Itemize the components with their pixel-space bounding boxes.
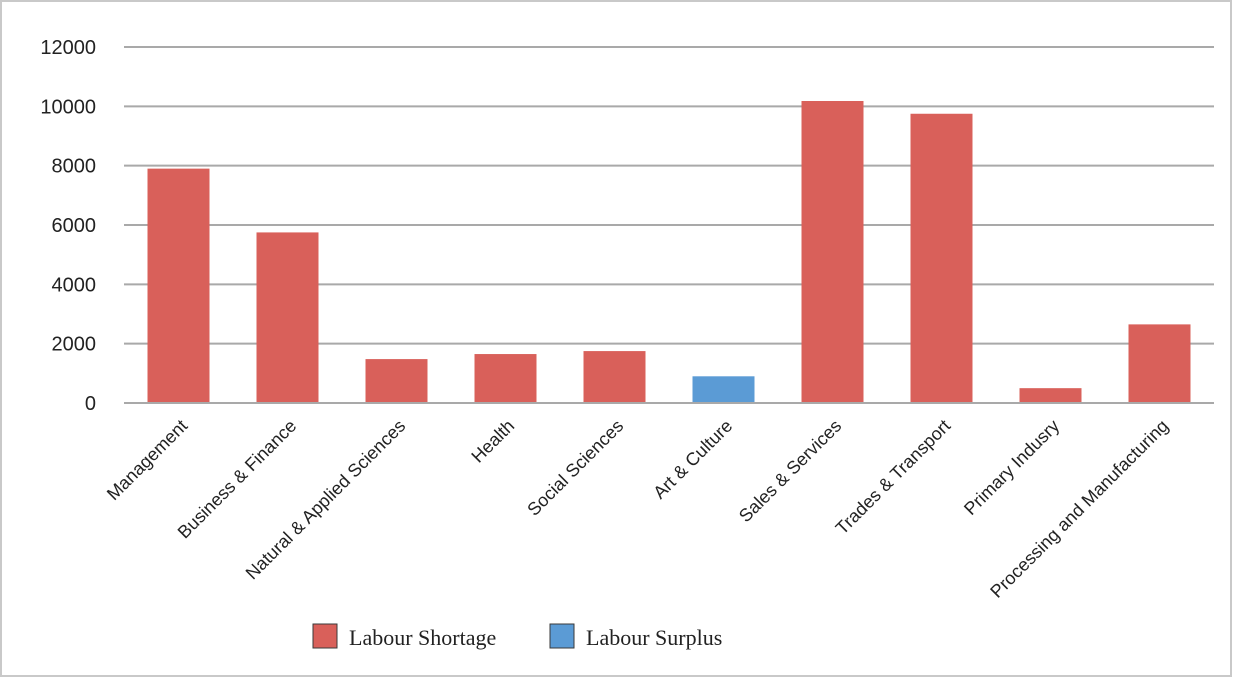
legend: Labour Shortage Labour Surplus bbox=[312, 623, 722, 650]
bar-natural-and-applied-sciences bbox=[365, 359, 428, 403]
bar-sales-and-services bbox=[801, 100, 864, 403]
x-tick-label-management: Management bbox=[103, 416, 191, 504]
legend-swatch-labour-shortage bbox=[312, 623, 338, 649]
x-tick-label-trades-and-transport: Trades & Transport bbox=[832, 416, 955, 539]
y-tick-label: 10000 bbox=[40, 96, 96, 118]
x-tick-label-processing-and-manufacturing: Processing and Manufacturing bbox=[986, 416, 1172, 602]
x-tick-label-art-and-culture: Art & Culture bbox=[649, 416, 736, 503]
legend-swatch-labour-surplus bbox=[549, 623, 575, 649]
bar-business-and-finance bbox=[256, 232, 319, 403]
x-tick-label-business-and-finance: Business & Finance bbox=[174, 416, 301, 543]
bar-primary-indusry bbox=[1019, 388, 1082, 403]
legend-label-labour-surplus: Labour Surplus bbox=[586, 625, 722, 650]
y-axis-ticks: 0 2000 4000 6000 8000 10000 12000 bbox=[40, 37, 96, 415]
x-tick-label-health: Health bbox=[467, 416, 518, 467]
x-tick-label-social-sciences: Social Sciences bbox=[523, 416, 627, 520]
bar-art-and-culture bbox=[692, 376, 755, 403]
bar-processing-and-manufacturing bbox=[1128, 324, 1191, 403]
x-tick-label-primary-indusry: Primary Indusry bbox=[960, 416, 1063, 519]
y-tick-label: 6000 bbox=[52, 215, 97, 237]
bar-social-sciences bbox=[583, 351, 646, 403]
y-tick-label: 8000 bbox=[52, 156, 97, 178]
x-tick-label-sales-and-services: Sales & Services bbox=[735, 416, 845, 526]
bar-management bbox=[147, 168, 210, 403]
y-tick-label: 2000 bbox=[52, 334, 97, 356]
legend-label-labour-shortage: Labour Shortage bbox=[349, 625, 496, 650]
bar-trades-and-transport bbox=[910, 113, 973, 403]
bars bbox=[147, 100, 1191, 403]
y-tick-label: 0 bbox=[85, 393, 96, 415]
y-tick-label: 12000 bbox=[40, 37, 96, 59]
y-tick-label: 4000 bbox=[52, 274, 97, 296]
bar-health bbox=[474, 354, 537, 403]
